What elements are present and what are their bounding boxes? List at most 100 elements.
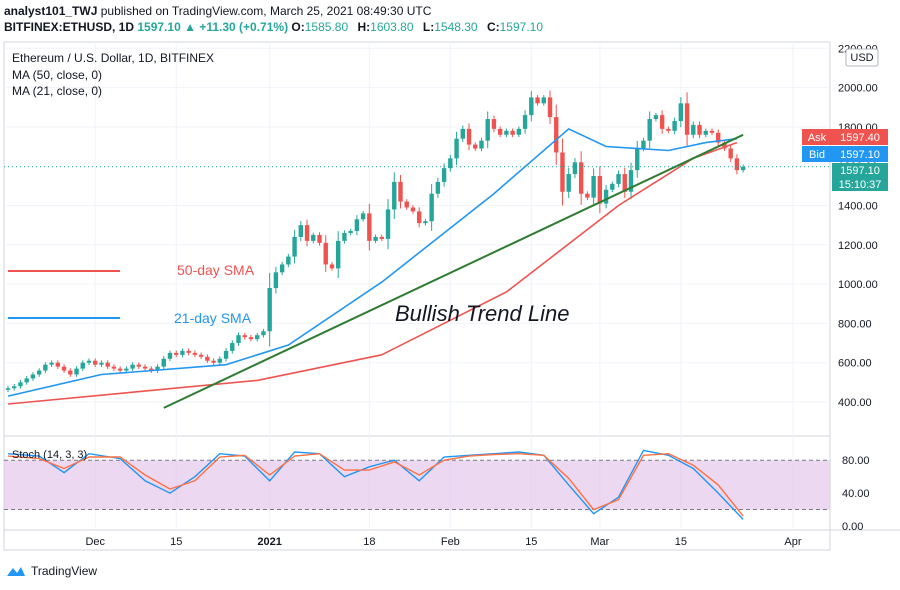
candle-body [716, 132, 721, 143]
candle-body [641, 140, 646, 149]
candle-body [647, 119, 652, 141]
candle-body [124, 368, 129, 371]
time-tick-label: 15 [525, 536, 537, 548]
candle-body [410, 207, 416, 212]
candle-body [722, 142, 727, 149]
open-label: O: [291, 20, 305, 34]
candle-body [335, 240, 341, 269]
candle-body [635, 148, 640, 171]
candle-body [560, 152, 565, 192]
candle-body [697, 124, 702, 135]
candle-body [578, 162, 584, 194]
time-tick-label: Feb [441, 536, 460, 548]
candle-body [566, 174, 571, 192]
low-value: 1548.30 [434, 20, 478, 34]
candle-body [529, 97, 534, 116]
candle-body [111, 366, 117, 369]
price-tick-label: 400.00 [838, 397, 872, 409]
candle-body [616, 174, 621, 184]
candle-body [211, 360, 216, 363]
candle-body [149, 368, 154, 371]
stoch-d-line [7, 452, 744, 517]
bid-value: 1597.10 [840, 149, 880, 161]
candle-body [68, 370, 73, 375]
candle-body [230, 343, 235, 351]
candle-body [591, 176, 596, 198]
candle-body [423, 221, 428, 224]
trend-annotation: Bullish Trend Line [395, 301, 569, 326]
close-label: C: [486, 20, 500, 34]
candle-body [610, 183, 615, 190]
symbol-name: BITFINEX:ETHUSD, 1D [4, 20, 135, 34]
candle-body [49, 362, 54, 365]
candle-body [117, 368, 123, 371]
candle-body [130, 364, 135, 369]
trend-line [163, 133, 744, 409]
ma21-line [7, 127, 737, 397]
last-price: 1597.10 [137, 20, 181, 34]
candle-body [473, 144, 478, 149]
candle-body [36, 370, 42, 375]
candle-body [597, 176, 603, 204]
candle-body [547, 97, 553, 118]
candle-body [298, 225, 304, 237]
candle-body [74, 368, 79, 375]
candle-body [5, 388, 11, 390]
candle-body [585, 193, 590, 198]
time-tick-label: 2021 [257, 536, 281, 548]
candle-body [192, 352, 198, 355]
candle-body [142, 366, 148, 369]
price-tick-label: 600.00 [838, 358, 872, 370]
candle-body [180, 350, 185, 355]
time-tick-label: Apr [784, 536, 801, 548]
candle-body [541, 97, 546, 104]
candle-body [323, 242, 328, 265]
candle-body [398, 181, 403, 202]
candle-body [367, 213, 372, 241]
bid-tag: Bid 1597.10 [802, 146, 888, 162]
candle-body [198, 354, 204, 357]
candle-body [93, 360, 98, 365]
low-label: L: [422, 20, 435, 34]
candle-body [248, 337, 254, 340]
candle-body [373, 236, 378, 241]
up-arrow-icon: ▲ [184, 20, 196, 34]
candle-body [30, 374, 36, 379]
candle-body [572, 162, 578, 175]
candle-body [18, 382, 23, 387]
candle-body [435, 181, 441, 194]
candle-body [273, 272, 279, 289]
price-tick-label: 800.00 [838, 318, 872, 330]
candle-body [55, 362, 61, 367]
currency-button[interactable]: USD [850, 52, 873, 64]
candle-body [516, 128, 522, 135]
candle-body [24, 378, 29, 383]
candle-body [360, 213, 366, 220]
high-label: H: [357, 20, 371, 34]
candle-body [105, 362, 110, 367]
ma50-line [7, 141, 738, 405]
candle-body [622, 174, 627, 192]
tradingview-logo-icon [7, 567, 25, 576]
candle-body [497, 128, 503, 135]
candle-body [348, 231, 353, 234]
candle-body [317, 234, 322, 243]
stoch-band [4, 460, 830, 510]
candle-body [255, 335, 260, 340]
candle-body [12, 386, 17, 389]
candle-body [460, 128, 465, 139]
candle-body [236, 335, 241, 344]
candle-body [167, 352, 173, 359]
candle-body [186, 350, 191, 353]
publish-info: analyst101_TWJ published on TradingView.… [4, 4, 431, 18]
candle-body [217, 358, 223, 363]
candle-body [429, 193, 434, 222]
sma21-annotation: 21-day SMA [174, 310, 252, 326]
tradingview-footer[interactable]: TradingView [6, 564, 97, 578]
candle-body [205, 356, 210, 361]
ask-tag: Ask 1597.40 [802, 129, 888, 145]
candle-body [709, 130, 715, 133]
last-price-value: 1597.10 [840, 165, 880, 177]
countdown: 15:10:37 [839, 179, 882, 191]
